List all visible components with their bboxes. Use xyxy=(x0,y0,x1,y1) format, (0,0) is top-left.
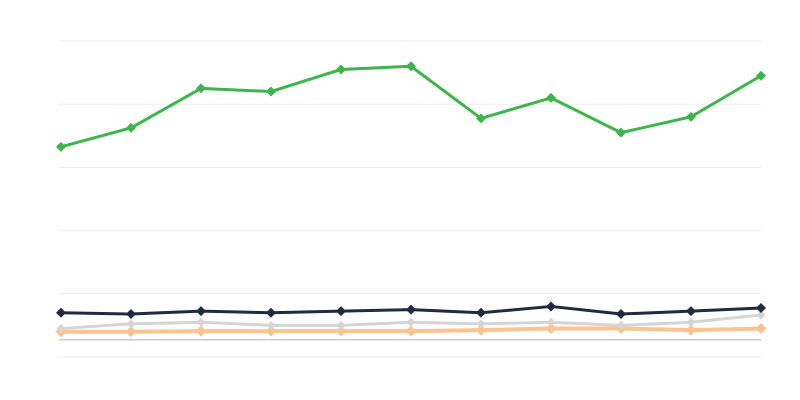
gray-diamond-marker xyxy=(406,317,416,327)
orange-diamond-marker xyxy=(545,323,557,335)
gray-diamond-marker xyxy=(686,317,696,327)
gray-diamond-marker xyxy=(336,320,346,330)
gray-diamond-marker xyxy=(546,317,556,327)
navy-diamond-marker xyxy=(196,306,206,317)
orange-diamond-marker xyxy=(195,325,207,337)
gray-diamond-marker xyxy=(56,324,66,334)
green-diamond-marker xyxy=(546,92,556,103)
orange-diamond-marker xyxy=(125,326,137,338)
navy-diamond-marker xyxy=(266,307,276,318)
navy-diamond-marker xyxy=(336,306,346,317)
navy-diamond-marker xyxy=(126,309,136,320)
navy-diamond-marker xyxy=(56,307,66,318)
navy-diamond-marker xyxy=(616,309,626,320)
green-diamond-marker xyxy=(686,111,696,122)
green-diamond-marker xyxy=(336,64,346,75)
navy-diamond-marker xyxy=(406,304,416,315)
gray-diamond-marker xyxy=(196,317,206,327)
orange-diamond-marker xyxy=(755,323,767,335)
series-green-line xyxy=(59,64,763,149)
gray-diamond-marker xyxy=(756,310,766,320)
green-diamond-marker xyxy=(56,141,66,152)
gray-diamond-marker xyxy=(266,320,276,330)
green-diamond-marker xyxy=(756,70,766,81)
navy-diamond-marker xyxy=(756,303,766,314)
gray-diamond-marker xyxy=(616,320,626,330)
green-diamond-marker xyxy=(196,83,206,94)
gray-diamond-marker xyxy=(476,319,486,329)
green-diamond-marker xyxy=(126,122,136,133)
orange-diamond-marker xyxy=(685,324,697,336)
series-green xyxy=(56,61,766,152)
navy-diamond-marker xyxy=(686,306,696,317)
series-orange xyxy=(55,323,767,338)
navy-diamond-marker xyxy=(476,307,486,318)
orange-diamond-marker xyxy=(405,325,417,337)
navy-diamond-marker xyxy=(546,301,556,312)
green-diamond-marker xyxy=(406,61,416,72)
series-navy xyxy=(56,301,766,320)
orange-diamond-marker xyxy=(335,325,347,337)
gray-diamond-marker xyxy=(126,319,136,329)
series-gray-markers xyxy=(56,310,766,334)
green-diamond-marker xyxy=(266,86,276,97)
series-green-markers xyxy=(56,61,766,152)
orange-diamond-marker xyxy=(475,324,487,336)
green-diamond-marker xyxy=(616,127,626,138)
series-gray xyxy=(56,310,766,334)
orange-diamond-marker xyxy=(265,325,277,337)
green-diamond-marker xyxy=(476,113,486,124)
series-navy-markers xyxy=(56,301,766,320)
